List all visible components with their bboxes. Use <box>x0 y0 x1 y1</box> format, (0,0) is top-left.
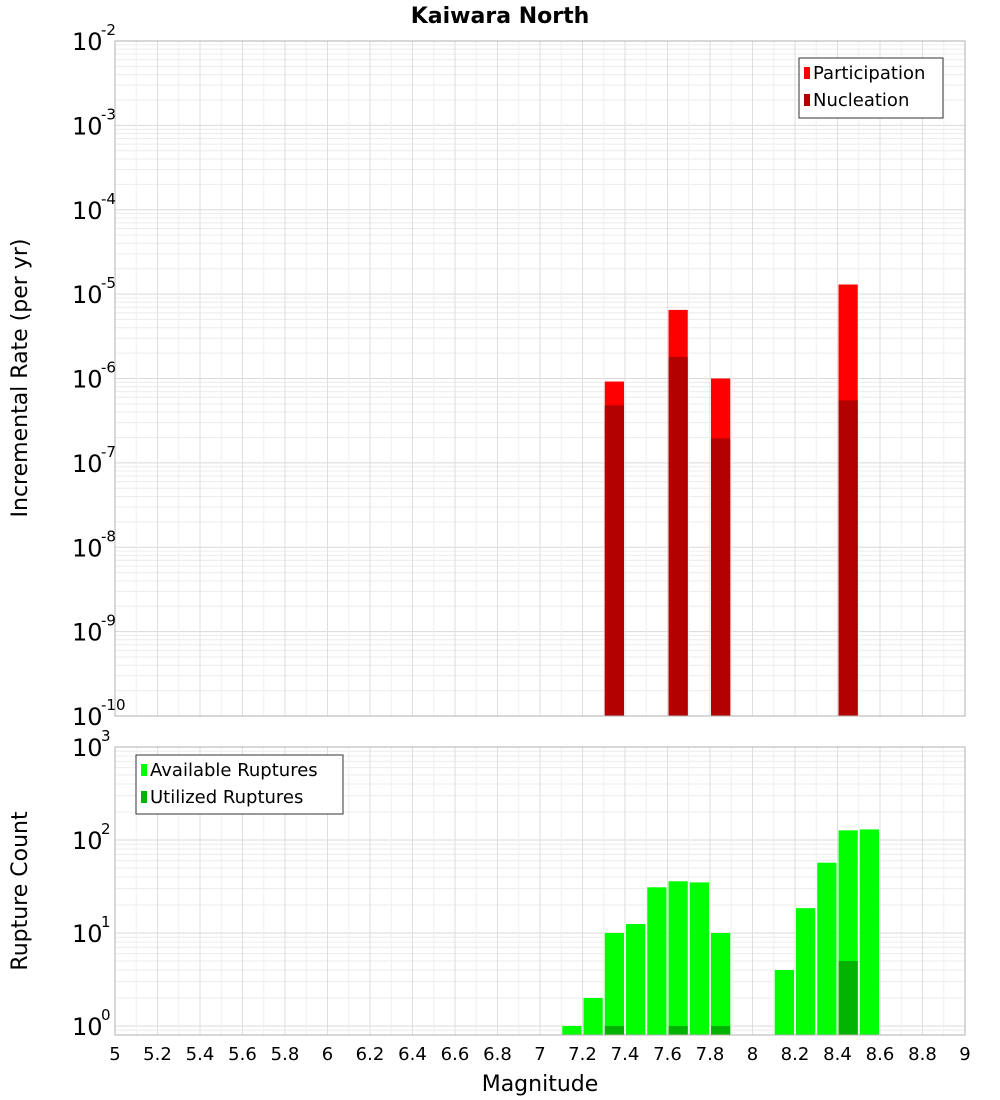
y-tick-label: 10 <box>72 112 103 140</box>
y-tick-label: 10 <box>72 703 103 731</box>
y-tick-label: 10 <box>72 281 103 309</box>
legend-swatch <box>141 764 147 776</box>
x-tick-label: 6 <box>322 1044 333 1065</box>
x-tick-label: 9 <box>959 1044 970 1065</box>
x-tick-label: 7.2 <box>568 1044 597 1065</box>
x-tick-label: 5.8 <box>271 1044 300 1065</box>
x-tick-label: 8.2 <box>781 1044 810 1065</box>
y-tick-exponent: -10 <box>101 696 126 714</box>
bar-available-ruptures <box>668 881 688 1035</box>
count-y-axis-label: Rupture Count <box>8 811 33 971</box>
plot-frame <box>114 746 966 1036</box>
y-tick-exponent: -4 <box>101 190 116 208</box>
legend-label: Participation <box>813 63 925 84</box>
legend-swatch <box>804 94 810 106</box>
bar-nucleation <box>668 356 688 716</box>
y-tick-exponent: -9 <box>101 612 116 630</box>
y-tick-label: 10 <box>72 450 103 478</box>
legend-swatch <box>804 67 810 79</box>
x-tick-label: 5 <box>109 1044 120 1065</box>
bar-available-ruptures <box>604 932 624 1035</box>
rate-panel: 10-1010-910-810-710-610-510-410-310-2Inc… <box>8 21 966 731</box>
bar-nucleation <box>711 438 731 716</box>
y-tick-label: 10 <box>72 1013 103 1041</box>
x-tick-label: 8 <box>747 1044 758 1065</box>
bar-available-ruptures <box>711 932 731 1035</box>
legend-box <box>135 754 344 815</box>
y-tick-label: 10 <box>72 827 103 855</box>
rate-legend: Participation Nucleation <box>798 57 944 119</box>
y-tick-exponent: -5 <box>101 274 116 292</box>
x-tick-label: 6.2 <box>356 1044 385 1065</box>
legend-label: Utilized Ruptures <box>150 787 303 808</box>
x-tick-label: 8.4 <box>823 1044 852 1065</box>
bar-available-ruptures <box>647 887 667 1035</box>
x-axis: 5 5.2 5.4 5.6 5.8 6 6.2 6.4 6.6 6.8 7 7.2 7.4 7.6 7.8 8… <box>109 1044 970 1065</box>
bar-utilized-ruptures <box>668 1025 688 1035</box>
y-tick-exponent: -8 <box>101 527 116 545</box>
bar-utilized-ruptures <box>711 1025 731 1035</box>
x-tick-label: 8.8 <box>908 1044 937 1065</box>
bar-nucleation <box>838 400 858 716</box>
x-tick-label: 7 <box>534 1044 545 1065</box>
x-axis-label: Magnitude <box>482 1072 599 1097</box>
x-tick-label: 6.6 <box>441 1044 470 1065</box>
y-tick-exponent: 2 <box>101 820 111 838</box>
x-tick-label: 5.4 <box>186 1044 215 1065</box>
y-tick-exponent: 3 <box>101 727 111 745</box>
count-bars <box>562 829 879 1035</box>
legend-box <box>798 57 944 119</box>
bar-nucleation <box>604 405 624 716</box>
x-tick-label: 8.6 <box>866 1044 895 1065</box>
bar-available-ruptures <box>796 908 816 1035</box>
x-tick-label: 5.2 <box>143 1044 172 1065</box>
y-tick-label: 10 <box>72 734 103 762</box>
y-tick-label: 10 <box>72 534 103 562</box>
y-tick-exponent: -7 <box>101 443 116 461</box>
x-tick-label: 7.6 <box>653 1044 682 1065</box>
rate-y-axis-label: Incremental Rate (per yr) <box>8 239 33 518</box>
bar-available-ruptures <box>562 1025 582 1035</box>
y-tick-label: 10 <box>72 920 103 948</box>
y-tick-exponent: -2 <box>101 21 116 39</box>
x-tick-label: 7.8 <box>696 1044 725 1065</box>
y-tick-label: 10 <box>72 197 103 225</box>
y-tick-label: 10 <box>72 366 103 394</box>
y-tick-exponent: -6 <box>101 359 116 377</box>
y-tick-label: 10 <box>72 619 103 647</box>
bar-available-ruptures <box>583 997 603 1035</box>
y-tick-exponent: 0 <box>101 1006 111 1024</box>
plot-frame <box>114 40 966 717</box>
x-tick-label: 7.4 <box>611 1044 640 1065</box>
y-tick-label: 10 <box>72 28 103 56</box>
grid <box>114 41 966 717</box>
legend-label: Available Ruptures <box>150 760 318 781</box>
series-nucleation <box>604 356 858 716</box>
bar-available-ruptures <box>626 923 646 1035</box>
bar-available-ruptures <box>817 862 837 1035</box>
legend-label: Nucleation <box>813 90 909 111</box>
x-tick-label: 5.6 <box>228 1044 257 1065</box>
rate-bars <box>604 284 858 716</box>
y-tick-exponent: -3 <box>101 105 116 123</box>
bar-available-ruptures <box>774 969 794 1035</box>
chart-title: Kaiwara North <box>411 4 590 29</box>
bar-utilized-ruptures <box>604 1025 624 1035</box>
x-tick-label: 6.8 <box>483 1044 512 1065</box>
bar-available-ruptures <box>689 882 709 1035</box>
legend-swatch <box>141 791 147 803</box>
series-utilized-ruptures <box>604 960 858 1035</box>
bar-utilized-ruptures <box>838 960 858 1035</box>
count-legend: Available Ruptures Utilized Ruptures <box>135 754 344 815</box>
bar-available-ruptures <box>859 829 879 1035</box>
x-tick-label: 6.4 <box>398 1044 427 1065</box>
y-tick-exponent: 1 <box>101 913 111 931</box>
